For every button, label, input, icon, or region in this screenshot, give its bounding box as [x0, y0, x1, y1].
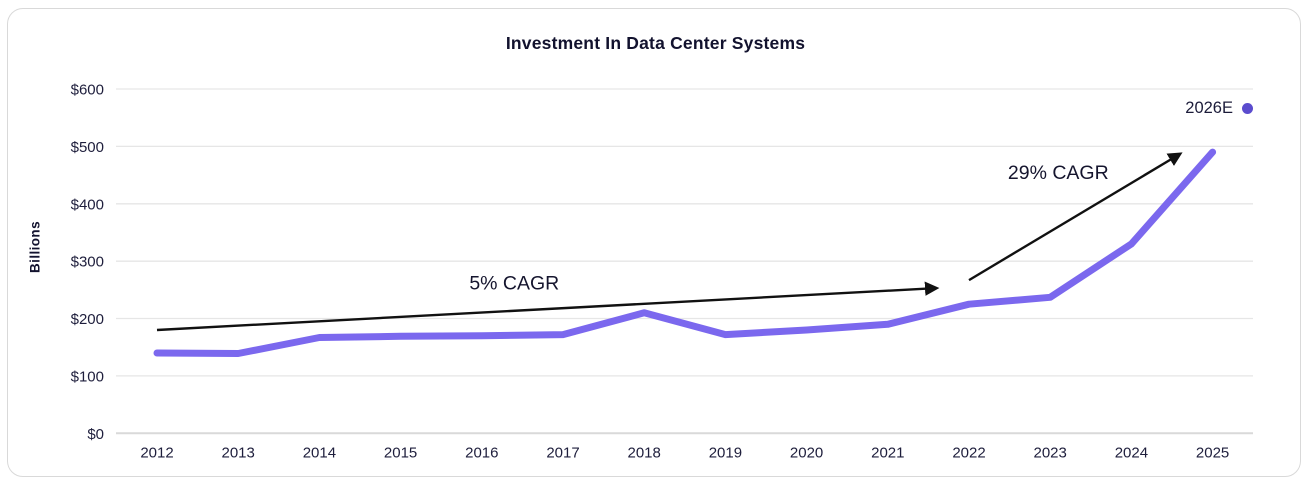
legend-label: 2026E [1185, 99, 1233, 117]
x-tick-label: 2019 [709, 445, 742, 462]
x-tick-label: 2013 [222, 445, 255, 462]
x-tick-label: 2012 [140, 445, 173, 462]
x-tick-label: 2018 [628, 445, 661, 462]
x-tick-label: 2015 [384, 445, 417, 462]
y-tick-label: $300 [71, 254, 104, 271]
investment-line-series [153, 148, 1217, 357]
y-tick-label: $200 [71, 311, 104, 328]
chart-card [7, 8, 1301, 477]
y-tick-label: $400 [71, 196, 104, 213]
cagr-arrow [156, 281, 940, 332]
legend-dot-icon [1242, 103, 1253, 114]
cagr-annotation-label: 5% CAGR [469, 273, 559, 295]
x-tick-label: 2022 [952, 445, 985, 462]
x-tick-label: 2014 [303, 445, 336, 462]
x-tick-label: 2020 [790, 445, 823, 462]
x-tick-label: 2017 [546, 445, 579, 462]
cagr-arrow [968, 152, 1183, 282]
y-tick-label: $0 [87, 426, 104, 443]
x-tick-label: 2024 [1115, 445, 1148, 462]
x-tick-label: 2025 [1196, 445, 1229, 462]
x-tick-label: 2016 [465, 445, 498, 462]
cagr-annotation-label: 29% CAGR [1008, 162, 1109, 184]
legend-2026e: 2026E [1185, 99, 1253, 118]
y-tick-label: $600 [71, 82, 104, 99]
x-tick-label: 2021 [871, 445, 904, 462]
x-tick-label: 2023 [1034, 445, 1067, 462]
y-tick-label: $100 [71, 368, 104, 385]
chart-title: Investment In Data Center Systems [505, 33, 806, 53]
y-tick-label: $500 [71, 139, 104, 156]
